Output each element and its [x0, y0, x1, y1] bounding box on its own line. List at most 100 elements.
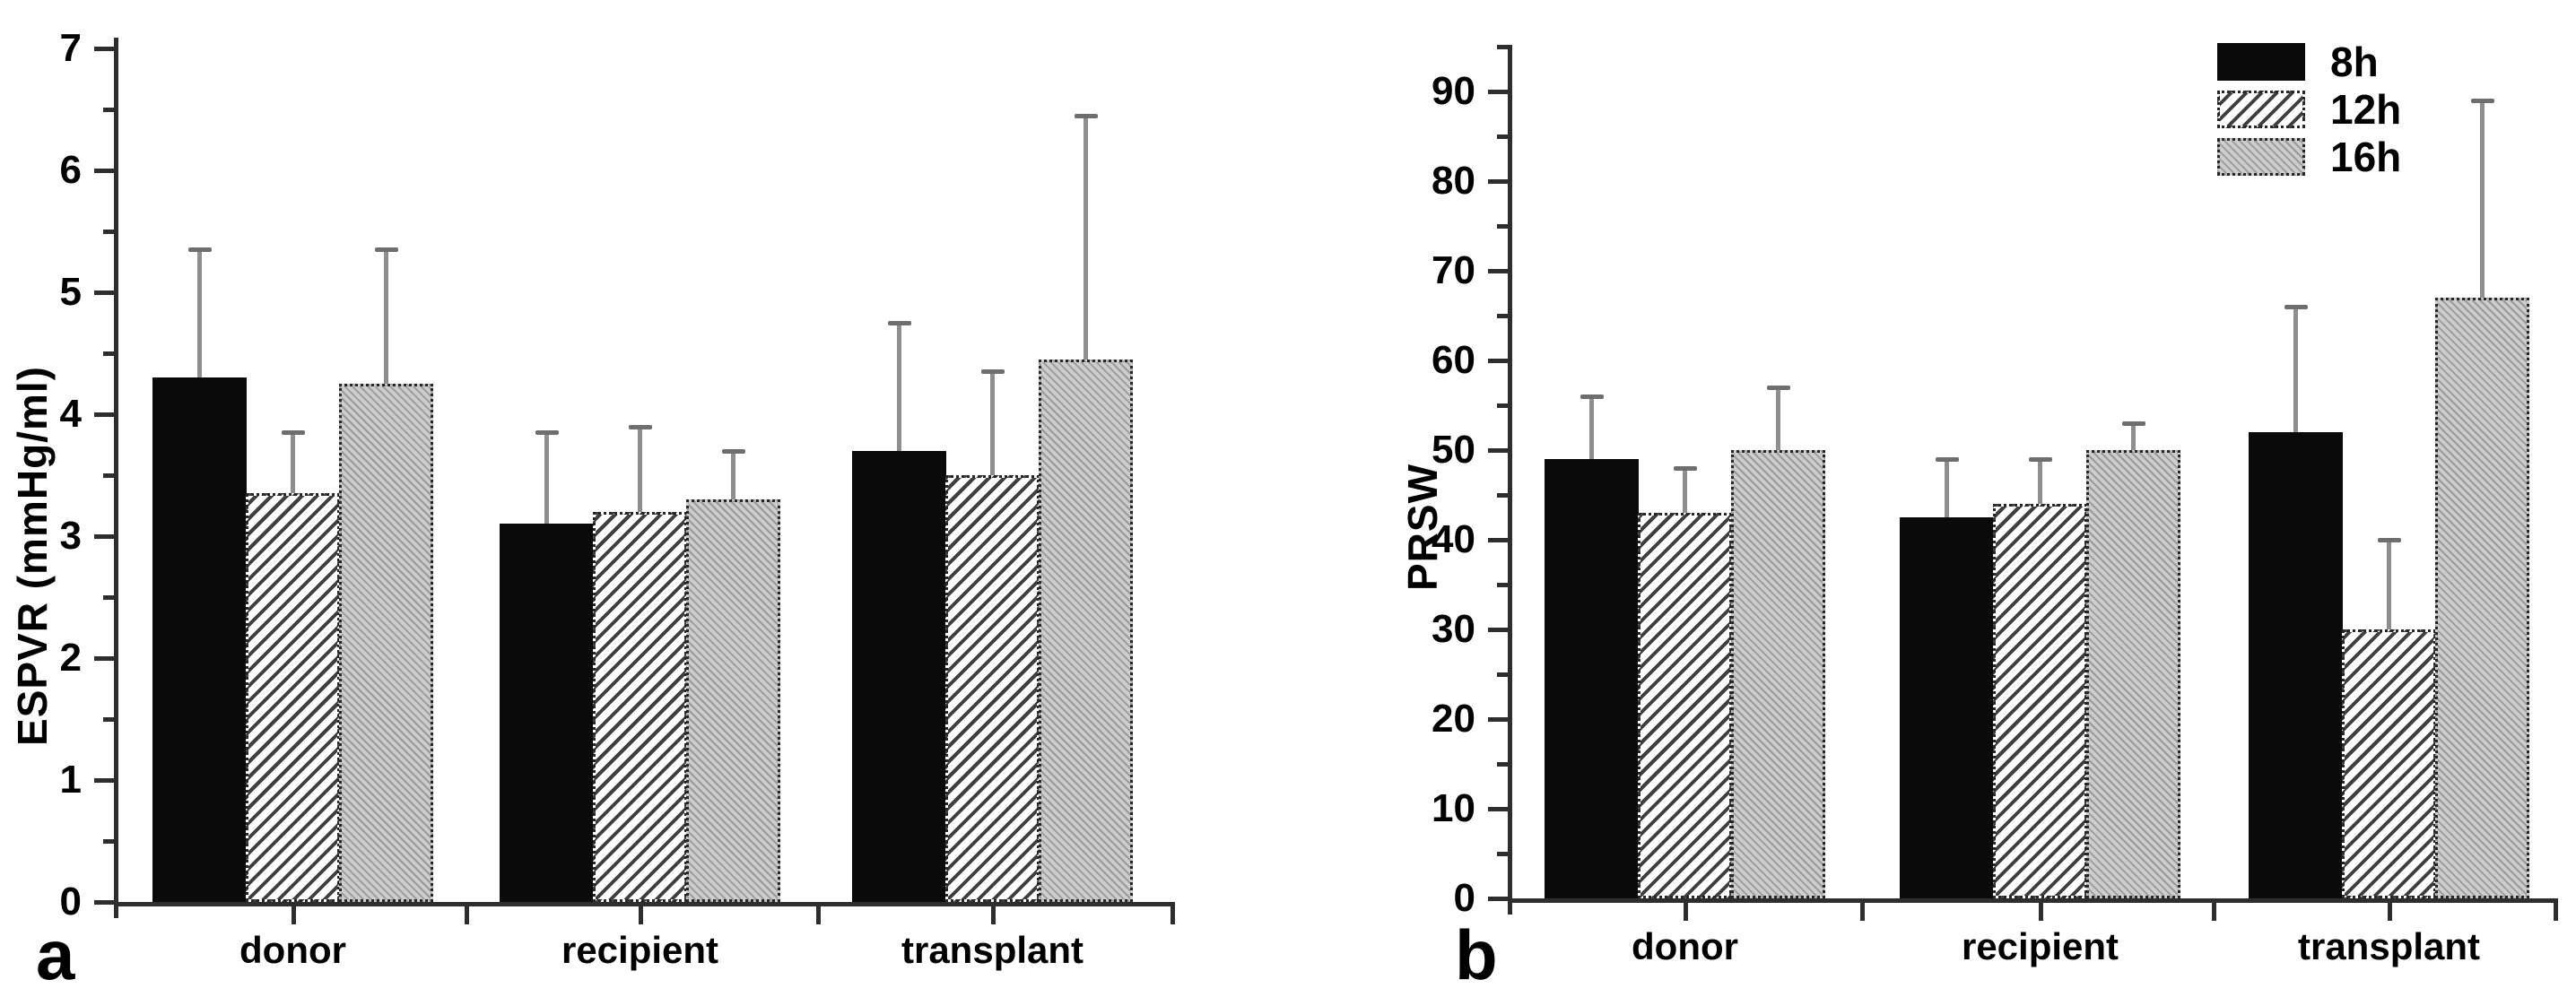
bar-a-transplant-8h — [852, 450, 946, 902]
error-bar-cap-b-transplant-12h — [2377, 538, 2401, 542]
y-minor-tick — [1497, 403, 1508, 408]
bar-b-transplant-16h — [2435, 298, 2529, 898]
x-axis-line — [1508, 898, 2558, 903]
y-tick-label: 0 — [1453, 876, 1475, 920]
y-major-tick — [94, 290, 114, 295]
error-bar-stem-b-recipient-8h — [1945, 459, 1949, 517]
error-bar-stem-a-transplant-8h — [897, 323, 901, 451]
bar-a-transplant-12h — [945, 475, 1040, 902]
y-major-tick — [94, 534, 114, 539]
y-major-tick — [94, 412, 114, 417]
y-tick-label: 50 — [1432, 428, 1475, 472]
error-bar-stem-a-transplant-12h — [990, 371, 995, 475]
y-major-tick — [1488, 897, 1508, 901]
bar-b-donor-8h — [1545, 459, 1639, 898]
error-bar-stem-b-transplant-12h — [2387, 540, 2391, 629]
x-axis-line — [114, 902, 1175, 906]
error-bar-cap-a-recipient-12h — [628, 424, 652, 429]
y-major-tick — [1488, 628, 1508, 632]
x-category-label: donor — [1632, 925, 1738, 967]
y-major-tick — [1488, 90, 1508, 94]
y-minor-tick — [103, 108, 114, 112]
error-bar-stem-b-donor-16h — [1776, 387, 1780, 450]
error-bar-stem-b-donor-8h — [1589, 396, 1594, 459]
error-bar-stem-a-donor-12h — [291, 432, 295, 494]
y-tick-label: 2 — [59, 636, 82, 680]
y-major-tick — [1488, 717, 1508, 722]
y-axis-line — [114, 38, 118, 918]
y-minor-tick — [1497, 45, 1508, 49]
x-tick — [291, 906, 296, 924]
y-minor-tick — [103, 717, 114, 722]
y-major-tick — [1488, 359, 1508, 363]
bar-a-recipient-12h — [593, 511, 687, 902]
error-bar-cap-a-transplant-12h — [980, 369, 1005, 375]
panel-letter-b: b — [1455, 915, 1498, 994]
legend-label-16h: 16h — [2330, 134, 2402, 180]
error-bar-stem-b-recipient-16h — [2131, 423, 2136, 450]
x-boundary-tick — [816, 906, 821, 924]
error-bar-stem-b-transplant-16h — [2480, 100, 2485, 298]
legend-label-12h: 12h — [2330, 86, 2402, 133]
y-minor-tick — [1497, 314, 1508, 318]
x-category-label: donor — [239, 929, 346, 971]
y-tick-label: 40 — [1432, 517, 1475, 561]
error-bar-cap-b-transplant-16h — [2470, 99, 2494, 103]
y-major-tick — [94, 169, 114, 173]
y-axis-title: PRSW — [1399, 464, 1446, 591]
y-minor-tick — [1497, 762, 1508, 767]
y-tick-label: 3 — [59, 514, 82, 558]
x-tick — [2038, 903, 2043, 921]
y-tick-label: 4 — [59, 392, 82, 436]
x-tick — [638, 906, 643, 924]
x-boundary-tick — [2212, 903, 2216, 921]
x-category-label: transplant — [901, 929, 1084, 971]
y-major-tick — [1488, 807, 1508, 811]
y-minor-tick — [103, 351, 114, 356]
y-tick-label: 30 — [1432, 607, 1475, 651]
legend-label-8h: 8h — [2330, 39, 2379, 85]
y-minor-tick — [103, 595, 114, 600]
y-major-tick — [94, 656, 114, 661]
legend-swatch-8h — [2217, 43, 2305, 81]
x-category-label: recipient — [561, 929, 719, 971]
y-major-tick — [94, 778, 114, 783]
bar-b-transplant-12h — [2342, 629, 2436, 898]
x-boundary-tick — [1171, 906, 1175, 924]
panel-letter-a: a — [36, 915, 75, 994]
y-minor-tick — [1497, 852, 1508, 856]
error-bar-stem-b-recipient-12h — [2038, 459, 2042, 504]
error-bar-stem-a-donor-8h — [197, 249, 202, 378]
y-tick-label: 6 — [59, 148, 82, 192]
y-tick-label: 90 — [1432, 69, 1475, 113]
error-bar-stem-a-donor-16h — [384, 249, 388, 384]
bar-a-transplant-16h — [1039, 359, 1133, 902]
error-bar-cap-a-donor-12h — [281, 430, 305, 436]
bar-b-recipient-12h — [1993, 504, 2087, 898]
error-bar-cap-b-donor-8h — [1580, 394, 1604, 399]
y-major-tick — [94, 900, 114, 905]
bar-a-recipient-16h — [686, 499, 780, 902]
x-boundary-tick — [465, 906, 469, 924]
error-bar-cap-a-donor-16h — [374, 247, 398, 253]
bar-b-recipient-8h — [1900, 517, 1994, 898]
y-tick-label: 70 — [1432, 248, 1475, 292]
legend-swatch-16h — [2217, 138, 2305, 176]
y-minor-tick — [103, 473, 114, 478]
y-tick-label: 80 — [1432, 159, 1475, 203]
bar-a-donor-16h — [339, 384, 433, 902]
y-tick-label: 60 — [1432, 338, 1475, 382]
y-axis-line — [1508, 45, 1512, 915]
legend-swatch-12h — [2217, 91, 2305, 128]
error-bar-cap-a-transplant-8h — [887, 321, 911, 325]
bar-a-donor-12h — [246, 493, 340, 902]
error-bar-stem-b-transplant-8h — [2293, 307, 2298, 432]
error-bar-cap-b-recipient-12h — [2028, 457, 2052, 462]
error-bar-cap-b-recipient-16h — [2121, 421, 2145, 426]
error-bar-cap-a-recipient-16h — [721, 448, 745, 454]
y-minor-tick — [103, 230, 114, 234]
x-boundary-tick — [2554, 903, 2558, 921]
bar-a-recipient-8h — [500, 524, 594, 902]
error-bar-stem-a-recipient-12h — [638, 426, 642, 512]
